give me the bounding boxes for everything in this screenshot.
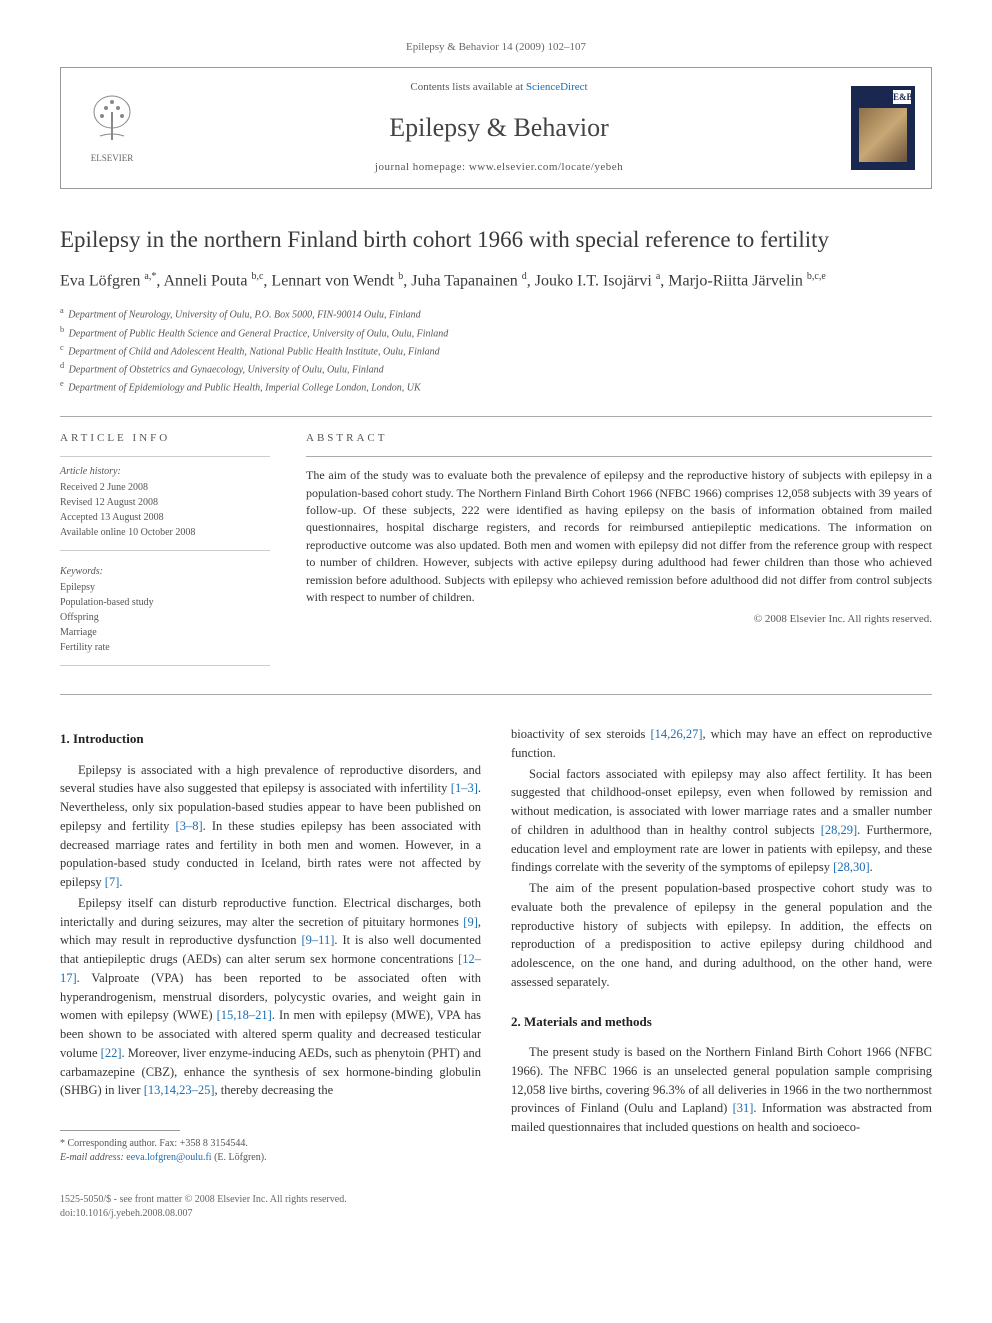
- citation-link[interactable]: [7]: [105, 875, 120, 889]
- homepage-label: journal homepage:: [375, 161, 469, 173]
- abstract-text: The aim of the study was to evaluate bot…: [306, 467, 932, 606]
- abstract-copyright: © 2008 Elsevier Inc. All rights reserved…: [306, 612, 932, 627]
- citation-link[interactable]: [13,14,23–25]: [144, 1083, 215, 1097]
- divider: [60, 416, 932, 417]
- journal-header-box: ELSEVIER Contents lists available at Sci…: [60, 67, 932, 188]
- footer-copyright: 1525-5050/$ - see front matter © 2008 El…: [60, 1193, 932, 1207]
- keyword-item: Offspring: [60, 611, 270, 625]
- footer-doi: doi:10.1016/j.yebeh.2008.08.007: [60, 1207, 932, 1221]
- article-title: Epilepsy in the northern Finland birth c…: [60, 225, 932, 255]
- history-item: Accepted 13 August 2008: [60, 511, 270, 525]
- contents-prefix: Contents lists available at: [410, 81, 525, 93]
- citation-link[interactable]: [15,18–21]: [217, 1008, 272, 1022]
- citation-link[interactable]: [1–3]: [451, 781, 478, 795]
- affiliation-item: b Department of Public Health Science an…: [60, 324, 932, 341]
- body-right-column: bioactivity of sex steroids [14,26,27], …: [511, 725, 932, 1165]
- page-footer: 1525-5050/$ - see front matter © 2008 El…: [60, 1193, 932, 1221]
- body-text: The aim of the present population-based …: [511, 881, 932, 989]
- divider: [60, 694, 932, 695]
- email-who: (E. Löfgren).: [214, 1152, 266, 1163]
- citation-link[interactable]: [28,29]: [821, 823, 857, 837]
- body-paragraph: Epilepsy itself can disturb reproductive…: [60, 894, 481, 1100]
- citation-link[interactable]: [9–11]: [302, 933, 335, 947]
- history-label: Article history:: [60, 465, 270, 479]
- article-info-heading: ARTICLE INFO: [60, 431, 270, 446]
- journal-homepage: journal homepage: www.elsevier.com/locat…: [147, 160, 851, 175]
- sciencedirect-link[interactable]: ScienceDirect: [526, 81, 588, 93]
- citation-link[interactable]: [28,30]: [833, 860, 869, 874]
- body-text: .: [119, 875, 122, 889]
- corresponding-author-footnote: * Corresponding author. Fax: +358 8 3154…: [60, 1122, 481, 1165]
- citation-link[interactable]: [14,26,27]: [650, 727, 702, 741]
- citation-link[interactable]: [3–8]: [176, 819, 203, 833]
- keyword-item: Epilepsy: [60, 581, 270, 595]
- body-paragraph: Epilepsy is associated with a high preva…: [60, 761, 481, 892]
- affiliation-item: d Department of Obstetrics and Gynaecolo…: [60, 360, 932, 377]
- journal-name: Epilepsy & Behavior: [147, 110, 851, 146]
- affiliation-item: a Department of Neurology, University of…: [60, 305, 932, 322]
- body-text: bioactivity of sex steroids: [511, 727, 650, 741]
- affiliation-item: e Department of Epidemiology and Public …: [60, 378, 932, 395]
- cover-badge: E&B: [893, 90, 911, 104]
- body-text: , thereby decreasing the: [215, 1083, 334, 1097]
- cover-art: [859, 108, 907, 162]
- publisher-name: ELSEVIER: [91, 152, 134, 165]
- keyword-item: Marriage: [60, 626, 270, 640]
- body-text: Epilepsy is associated with a high preva…: [60, 763, 481, 796]
- email-label: E-mail address:: [60, 1152, 124, 1163]
- journal-center: Contents lists available at ScienceDirec…: [147, 80, 851, 175]
- abstract-heading: ABSTRACT: [306, 431, 932, 446]
- authors-list: Eva Löfgren a,*, Anneli Pouta b,c, Lenna…: [60, 270, 932, 293]
- section-2-heading: 2. Materials and methods: [511, 1012, 932, 1032]
- article-info-column: ARTICLE INFO Article history: Received 2…: [60, 431, 270, 674]
- citation-link[interactable]: [9]: [463, 915, 478, 929]
- publisher-logo: ELSEVIER: [77, 88, 147, 168]
- keywords-label: Keywords:: [60, 565, 270, 579]
- body-text: .: [870, 860, 873, 874]
- keyword-item: Population-based study: [60, 596, 270, 610]
- citation-link[interactable]: [31]: [733, 1101, 754, 1115]
- history-item: Revised 12 August 2008: [60, 496, 270, 510]
- running-header: Epilepsy & Behavior 14 (2009) 102–107: [60, 40, 932, 55]
- body-paragraph: The present study is based on the Northe…: [511, 1043, 932, 1137]
- body-text: Epilepsy itself can disturb reproductive…: [60, 896, 481, 929]
- keyword-item: Fertility rate: [60, 641, 270, 655]
- history-item: Available online 10 October 2008: [60, 526, 270, 540]
- history-item: Received 2 June 2008: [60, 481, 270, 495]
- affiliation-item: c Department of Child and Adolescent Hea…: [60, 342, 932, 359]
- journal-cover-thumbnail: E&B: [851, 86, 915, 170]
- corr-author-line: * Corresponding author. Fax: +358 8 3154…: [60, 1137, 481, 1151]
- corr-email-link[interactable]: eeva.lofgren@oulu.fi: [126, 1152, 211, 1163]
- body-left-column: 1. Introduction Epilepsy is associated w…: [60, 725, 481, 1165]
- elsevier-tree-icon: [88, 92, 136, 148]
- section-1-heading: 1. Introduction: [60, 729, 481, 749]
- citation-link[interactable]: [22]: [101, 1046, 122, 1060]
- body-paragraph: Social factors associated with epilepsy …: [511, 765, 932, 878]
- body-paragraph: bioactivity of sex steroids [14,26,27], …: [511, 725, 932, 763]
- affiliations-list: a Department of Neurology, University of…: [60, 305, 932, 396]
- body-two-column: 1. Introduction Epilepsy is associated w…: [60, 725, 932, 1165]
- body-paragraph: The aim of the present population-based …: [511, 879, 932, 992]
- contents-line: Contents lists available at ScienceDirec…: [147, 80, 851, 95]
- abstract-column: ABSTRACT The aim of the study was to eva…: [306, 431, 932, 674]
- homepage-url: www.elsevier.com/locate/yebeh: [469, 161, 623, 173]
